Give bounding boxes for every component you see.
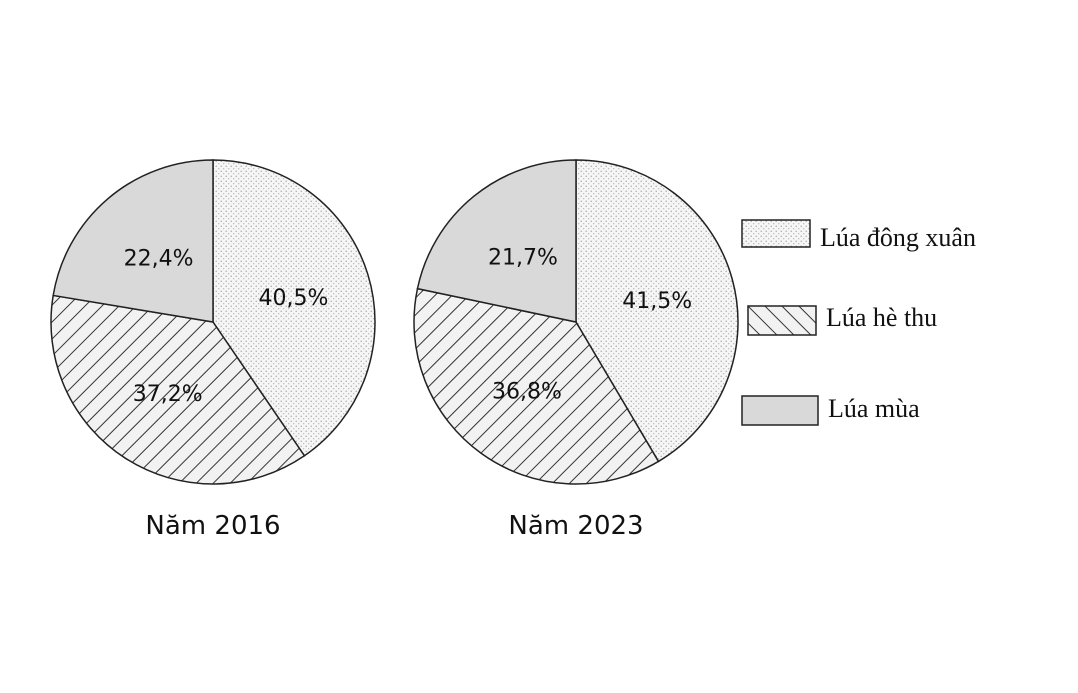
data-label-lua-he-thu: 37,2% xyxy=(133,382,203,407)
pie-slice-lua-dong-xuan xyxy=(575,159,739,463)
pie-title: Năm 2016 xyxy=(145,511,280,541)
pie-slice-lua-mua xyxy=(416,159,577,323)
legend-label-lua-mua: Lúa mùa xyxy=(828,394,920,423)
legend-label-lua-dong-xuan: Lúa đông xuân xyxy=(820,223,976,252)
legend-swatch-lua-he-thu xyxy=(747,305,817,336)
pie-slice-lua-dong-xuan xyxy=(212,159,376,457)
legend-swatch-lua-mua xyxy=(741,395,819,426)
data-label-lua-he-thu: 36,8% xyxy=(492,379,562,404)
pie-0: 40,5% 37,2% 22,4% Năm 2016 xyxy=(50,159,376,541)
data-label-lua-mua: 21,7% xyxy=(488,246,558,271)
legend: Lúa đông xuân Lúa hè thu Lúa mùa xyxy=(741,219,976,426)
pie-slice-lua-mua xyxy=(52,159,214,323)
data-label-lua-mua: 22,4% xyxy=(124,247,194,272)
legend-swatch-lua-dong-xuan xyxy=(741,219,811,248)
pie-title: Năm 2023 xyxy=(508,511,643,541)
legend-label-lua-he-thu: Lúa hè thu xyxy=(826,303,937,332)
pie-slice-lua-he-thu xyxy=(413,287,660,485)
pie-1: 41,5% 36,8% 21,7% Năm 2023 xyxy=(413,159,739,541)
data-label-lua-dong-xuan: 41,5% xyxy=(622,289,692,314)
pie-slice-lua-he-thu xyxy=(50,294,306,485)
data-label-lua-dong-xuan: 40,5% xyxy=(259,286,329,311)
